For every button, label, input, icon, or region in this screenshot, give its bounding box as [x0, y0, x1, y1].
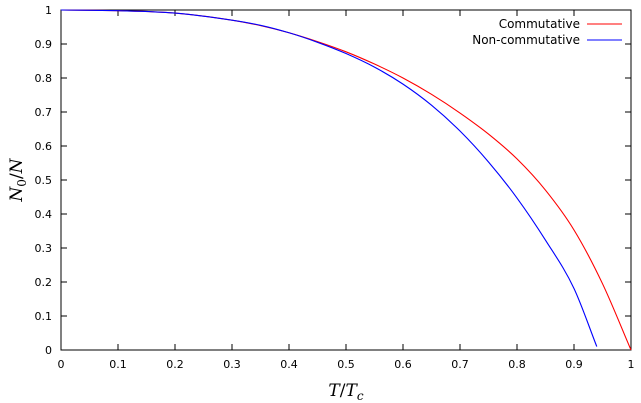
x-axis-label: T/Tc	[328, 381, 363, 403]
y-axis-ticks: 0 0.1 0.2 0.3 0.4 0.5 0.6 0.7 0.8 0.9 1	[35, 4, 631, 357]
y-tick-label: 0.1	[35, 310, 53, 323]
x-axis-label-sub: c	[357, 389, 364, 403]
y-tick-label: 1	[45, 4, 52, 17]
x-tick-label: 0.2	[166, 358, 184, 371]
legend-label-commutative: Commutative	[499, 17, 580, 31]
x-axis-label-T: T	[328, 381, 341, 401]
x-tick-label: 0.3	[223, 358, 241, 371]
x-tick-label: 0	[58, 358, 65, 371]
y-tick-label: 0.7	[35, 106, 53, 119]
x-tick-label: 0.9	[565, 358, 583, 371]
y-axis-label-sub: 0	[15, 179, 29, 187]
y-tick-label: 0.3	[35, 242, 53, 255]
y-tick-label: 0.2	[35, 276, 53, 289]
x-tick-label: 0.7	[451, 358, 469, 371]
legend: Commutative Non-commutative	[472, 17, 622, 47]
x-tick-label: 0.1	[109, 358, 127, 371]
y-tick-label: 0.5	[35, 174, 53, 187]
y-axis-label-N: N	[7, 186, 27, 203]
x-tick-label: 1	[628, 358, 635, 371]
x-axis-label-T2: T	[346, 381, 359, 401]
x-tick-label: 0.5	[337, 358, 355, 371]
y-tick-label: 0.4	[35, 208, 53, 221]
legend-label-non-commutative: Non-commutative	[472, 33, 580, 47]
series-line-commutative	[60, 9, 632, 351]
x-tick-label: 0.8	[508, 358, 526, 371]
y-tick-label: 0.6	[35, 140, 53, 153]
y-axis-label: N0/N	[7, 157, 29, 202]
series-lines	[60, 9, 632, 351]
series-line-non-commutative	[60, 9, 598, 347]
y-axis-label-N2: N	[7, 157, 27, 174]
x-axis-ticks: 0 0.1 0.2 0.3 0.4 0.5 0.6 0.7 0.8 0.9 1	[58, 10, 635, 371]
x-tick-label: 0.4	[280, 358, 298, 371]
x-tick-label: 0.6	[394, 358, 412, 371]
x-axis-label-slash: /	[340, 381, 346, 401]
y-tick-label: 0	[45, 344, 52, 357]
y-tick-label: 0.9	[35, 38, 53, 51]
y-tick-label: 0.8	[35, 72, 53, 85]
plot-frame	[60, 9, 632, 351]
y-axis-label-slash: /	[7, 173, 27, 179]
